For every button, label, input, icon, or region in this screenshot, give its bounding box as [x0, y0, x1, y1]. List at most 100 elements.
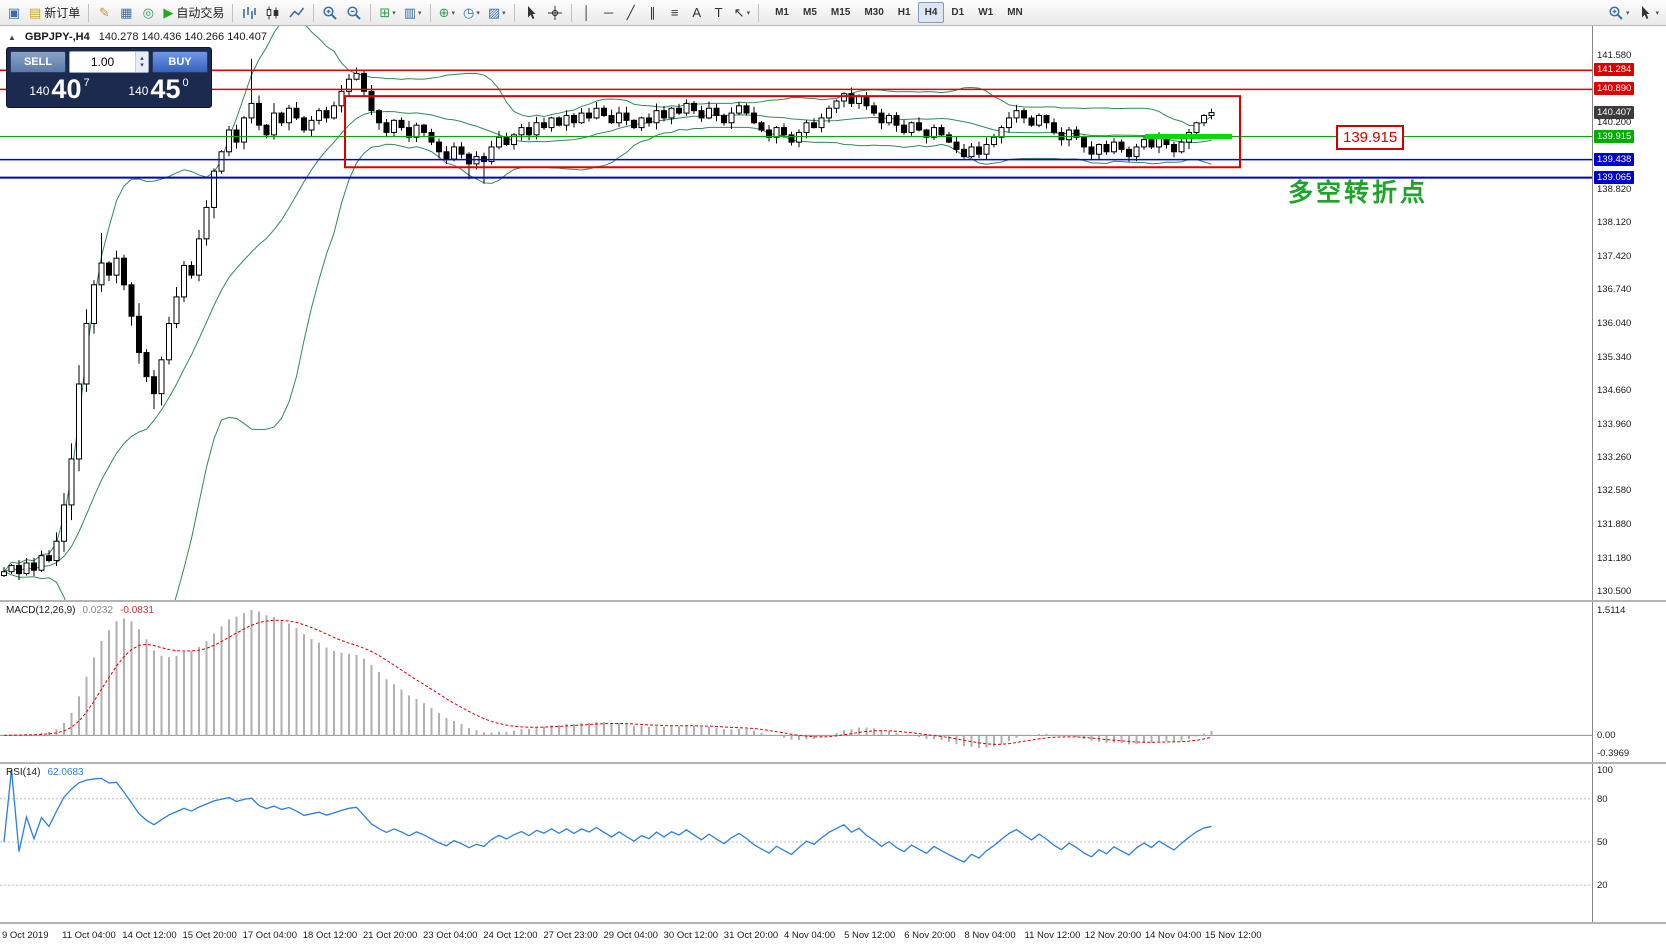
- chart-window-icon[interactable]: ▣: [7, 5, 21, 20]
- price-chart[interactable]: [0, 26, 1592, 600]
- panel-splitter[interactable]: [0, 922, 1666, 924]
- trendline-icon[interactable]: ╱: [626, 5, 635, 20]
- zoom-out-icon[interactable]: [342, 2, 366, 24]
- oneclick-collapse-icon[interactable]: ▲: [8, 32, 16, 42]
- time-axis-label: 11 Oct 04:00: [62, 930, 116, 941]
- new-chart-icon[interactable]: ⊞ ▾: [379, 5, 396, 20]
- buy-button[interactable]: BUY: [152, 51, 208, 73]
- time-axis-label: 5 Nov 12:00: [844, 930, 896, 941]
- timeframe-m1[interactable]: M1: [775, 7, 789, 18]
- time-axis-label: 12 Nov 20:00: [1084, 930, 1142, 941]
- rsi-axis[interactable]: 100 80 50 20: [1592, 764, 1666, 922]
- bar-chart-icon[interactable]: [237, 2, 261, 24]
- line-chart-icon[interactable]: [285, 2, 309, 24]
- zoom-in-icon[interactable]: [318, 2, 342, 24]
- main-toolbar: ▣ ▤ 新订单 ✎ ▦ ◎ ▶ 自动交易 ⊞ ▾ ▥ ▾ ⊕ ▾ ◷ ▾ ▨ ▾ │ ─ ╱ ∥ ≡ A T ↖ ▾ M1 M5 M15…: [0, 0, 1666, 26]
- timeframe-h4[interactable]: H4: [917, 2, 945, 23]
- timeframe-mn[interactable]: MN: [1007, 7, 1023, 18]
- panel-splitter[interactable]: [0, 762, 1666, 764]
- price-axis-label: 139.915: [1594, 129, 1635, 143]
- quick-nav-icon[interactable]: ▾: [1633, 2, 1663, 24]
- volume-up-icon[interactable]: ▴: [140, 55, 144, 62]
- price-axis-label: 130.500: [1597, 586, 1632, 597]
- time-axis-label: 29 Oct 04:00: [603, 930, 658, 941]
- volume-down-icon[interactable]: ▾: [140, 62, 144, 69]
- sell-price-display[interactable]: 140 40 7: [29, 74, 90, 104]
- timeframe-m30[interactable]: M30: [864, 7, 884, 18]
- rsi-value: 62.0683: [47, 767, 84, 778]
- toolbar-separator: [429, 3, 431, 22]
- vertical-line-icon[interactable]: │: [582, 5, 591, 20]
- cursor-icon[interactable]: [519, 2, 543, 24]
- price-axis-label: 136.040: [1597, 318, 1632, 329]
- trend-annotation[interactable]: 多空转折点: [1288, 179, 1429, 208]
- price-axis-label: 131.180: [1597, 553, 1632, 565]
- macd-main-value: 0.0232: [82, 605, 114, 616]
- time-axis-label: 24 Oct 12:00: [483, 930, 538, 941]
- volume-input[interactable]: [70, 52, 135, 72]
- time-axis-label: 9 Oct 2019: [2, 930, 49, 941]
- horizontal-line-icon[interactable]: ─: [604, 5, 614, 20]
- metaeditor-icon[interactable]: ✎: [98, 5, 110, 20]
- price-axis-label: 139.438: [1594, 152, 1635, 166]
- indicators-icon[interactable]: ⊕ ▾: [438, 5, 455, 20]
- price-axis-label: 138.120: [1597, 217, 1632, 229]
- toolbar-separator: [758, 3, 760, 22]
- strategy-tester-icon[interactable]: ◎: [142, 5, 154, 20]
- buy-price-display[interactable]: 140 45 0: [128, 74, 189, 104]
- toolbar-separator: [513, 3, 515, 22]
- macd-axis[interactable]: 1.5114 0.00 -0.3969: [1592, 602, 1666, 762]
- sell-button[interactable]: SELL: [10, 51, 66, 73]
- channel-icon[interactable]: ∥: [649, 5, 656, 20]
- rsi-axis-label: 50: [1597, 837, 1608, 848]
- chart-title: ▲ GBPJPY-,H4 140.278 140.436 140.266 140…: [8, 31, 267, 43]
- time-axis-label: 4 Nov 04:00: [783, 930, 836, 941]
- text-label-icon[interactable]: T: [714, 5, 723, 20]
- templates-icon[interactable]: ▨ ▾: [487, 5, 506, 20]
- toolbar-separator: [370, 3, 372, 22]
- toolbar-right-group: ▾ ▾: [1604, 2, 1663, 24]
- time-axis-label: 11 Nov 12:00: [1024, 930, 1081, 941]
- timeframe-h1[interactable]: H1: [897, 7, 911, 18]
- timeframe-m5[interactable]: M5: [802, 7, 817, 18]
- toolbar-separator: [570, 3, 572, 22]
- macd-chart[interactable]: [0, 602, 1592, 762]
- price-axis[interactable]: 141.580 141.284 140.890 140.407 140.200 139.9…: [1592, 26, 1666, 600]
- price-axis-label: 136.740: [1597, 284, 1632, 296]
- macd-axis-label: -0.3969: [1597, 748, 1630, 759]
- crosshair-icon[interactable]: [543, 2, 567, 24]
- price-callout[interactable]: 139.915: [1336, 124, 1405, 150]
- toolbar-main-group: ▣ ▤ 新订单 ✎ ▦ ◎ ▶ 自动交易 ⊞ ▾ ▥ ▾ ⊕ ▾ ◷ ▾ ▨ ▾ │ ─ ╱ ∥ ≡ A T ↖ ▾: [3, 2, 763, 24]
- price-axis-label: 138.820: [1597, 183, 1632, 195]
- search-icon[interactable]: ▾: [1604, 2, 1634, 24]
- profiles-icon[interactable]: ▥ ▾: [403, 5, 422, 20]
- time-axis-label: 17 Oct 04:00: [242, 930, 297, 941]
- timeframe-w1[interactable]: W1: [978, 7, 994, 18]
- panel-splitter[interactable]: [0, 600, 1666, 602]
- price-axis-label: 140.407: [1594, 105, 1635, 119]
- timeframe-m15[interactable]: M15: [830, 7, 851, 18]
- time-axis[interactable]: 9 Oct 2019 11 Oct 04:00 14 Oct 12:00 15 Oct…: [0, 924, 1666, 950]
- periods-icon[interactable]: ◷ ▾: [462, 5, 480, 20]
- terminal-icon[interactable]: ▦: [120, 5, 133, 20]
- new-order-button[interactable]: ▤ 新订单: [29, 5, 81, 20]
- rsi-axis-label: 100: [1597, 765, 1613, 776]
- price-axis-label: 141.580: [1597, 50, 1632, 61]
- autotrading-button[interactable]: ▶ 自动交易: [163, 5, 225, 20]
- arrow-tools-icon[interactable]: ↖ ▾: [733, 5, 751, 20]
- time-axis-label: 31 Oct 20:00: [723, 930, 779, 941]
- volume-control: ▴ ▾: [69, 51, 149, 73]
- volume-spinner: ▴ ▾: [135, 52, 148, 72]
- time-axis-label: 14 Oct 12:00: [122, 930, 177, 941]
- rsi-chart[interactable]: [0, 764, 1592, 922]
- price-axis-label: 133.260: [1597, 452, 1632, 464]
- candlestick-chart-icon[interactable]: [261, 2, 285, 24]
- timeframe-d1[interactable]: D1: [951, 7, 965, 18]
- toolbar-separator: [88, 3, 90, 22]
- fibonacci-icon[interactable]: ≡: [670, 5, 679, 20]
- chart-workspace: 141.580 141.284 140.890 140.407 140.200 139.9…: [0, 26, 1666, 950]
- price-axis-label: 134.660: [1597, 384, 1632, 396]
- text-icon[interactable]: A: [692, 5, 701, 20]
- timeframes-toolbar: M1 M5 M15 M30 H1 H4 D1 W1 MN: [768, 2, 1030, 23]
- time-axis-label: 8 Nov 04:00: [964, 930, 1016, 941]
